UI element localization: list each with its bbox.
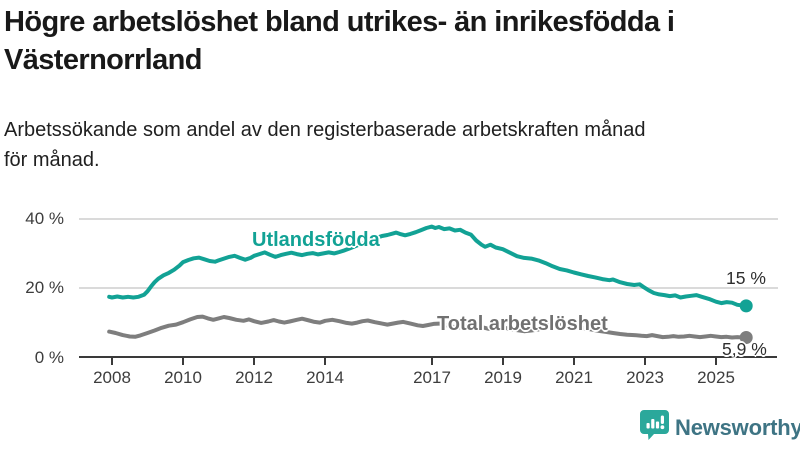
- total-arbetsloshet-end-dot: [739, 331, 753, 344]
- x-axis-label-2019: 2019: [484, 368, 522, 387]
- x-axis-label-2010: 2010: [164, 368, 202, 387]
- page-subtitle-line2: för månad.: [4, 149, 100, 171]
- series-label-total-arbetsloshet: Total arbetslöshet: [437, 313, 608, 335]
- page-title-line2: Västernorrland: [4, 44, 202, 76]
- page-subtitle-line1: Arbetssökande som andel av den registerb…: [4, 119, 646, 141]
- total-arbetsloshet-line: [107, 314, 749, 340]
- newsworthy-logo: [640, 409, 670, 441]
- logo-bubble: [640, 410, 669, 440]
- x-axis-tick-2021: [573, 358, 575, 365]
- x-axis-line: [79, 356, 777, 358]
- gridline-40pct: [79, 218, 778, 220]
- x-axis-tick-2019: [502, 358, 504, 365]
- page-subtitle: Arbetssökande som andel av den registerb…: [4, 115, 797, 175]
- newsworthy-wordmark: Newsworthy: [675, 415, 800, 440]
- gridline-20pct: [79, 287, 778, 289]
- utlandsfodda-line: [107, 224, 749, 308]
- x-axis-label-2012: 2012: [235, 368, 273, 387]
- logo-bar-1: [646, 423, 650, 429]
- x-axis-label-2014: 2014: [306, 368, 344, 387]
- logo-exclamation-dot: [660, 425, 665, 430]
- x-axis-tick-2017: [431, 358, 433, 365]
- page-title: Högre arbetslöshet bland utrikes- än inr…: [4, 3, 797, 79]
- logo-bar-3: [655, 421, 660, 429]
- end-value-label-total: 5,9 %: [722, 339, 767, 359]
- end-value-label-utlandsfodda: 15 %: [726, 268, 766, 288]
- x-axis-tick-2023: [644, 358, 646, 365]
- x-axis-tick-2014: [324, 358, 326, 365]
- series-label-utlandsfodda: Utlandsfödda: [252, 229, 380, 251]
- newsworthy-logo-icon: [640, 410, 669, 440]
- y-axis-label-0: 0 %: [34, 348, 64, 367]
- x-axis-label-2008: 2008: [93, 368, 131, 387]
- x-axis-label-2025: 2025: [697, 368, 735, 387]
- x-axis-tick-2012: [253, 358, 255, 365]
- x-axis-tick-2008: [111, 358, 113, 365]
- logo-exclamation-stem: [660, 415, 664, 424]
- x-axis-label-2017: 2017: [413, 368, 451, 387]
- y-axis-label-40: 40 %: [25, 209, 64, 228]
- y-axis-label-20: 20 %: [25, 278, 64, 297]
- x-axis-label-2023: 2023: [626, 368, 664, 387]
- x-axis-label-2021: 2021: [555, 368, 593, 387]
- logo-bar-2: [651, 419, 655, 429]
- x-axis-tick-2010: [182, 358, 184, 365]
- utlandsfodda-end-dot: [739, 299, 753, 313]
- page-title-line1: Högre arbetslöshet bland utrikes- än inr…: [4, 6, 675, 38]
- x-axis-tick-2025: [715, 358, 717, 365]
